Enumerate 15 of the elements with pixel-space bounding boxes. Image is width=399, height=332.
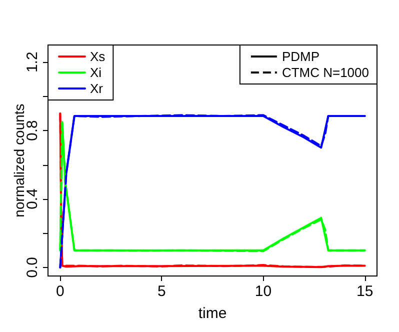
legend-label: Xs xyxy=(90,49,106,64)
y-tick-label: 0.4 xyxy=(24,188,41,210)
x-axis-title: time xyxy=(198,305,227,322)
y-tick-label: 0.8 xyxy=(24,120,41,141)
y-tick-label: 0.0 xyxy=(24,257,41,278)
annotation: PDMP xyxy=(282,49,320,64)
x-tick-label: 15 xyxy=(356,283,374,300)
x-tick-label: 10 xyxy=(254,283,272,300)
y-tick-label: 1.2 xyxy=(24,52,41,73)
legend-label: Xr xyxy=(90,81,104,96)
annotation: CTMC N=1000 xyxy=(282,65,370,80)
y-axis-title: normalized counts xyxy=(11,104,27,218)
legend-label: Xi xyxy=(90,65,102,80)
x-tick-label: 5 xyxy=(158,283,166,300)
x-tick-label: 0 xyxy=(56,283,64,300)
